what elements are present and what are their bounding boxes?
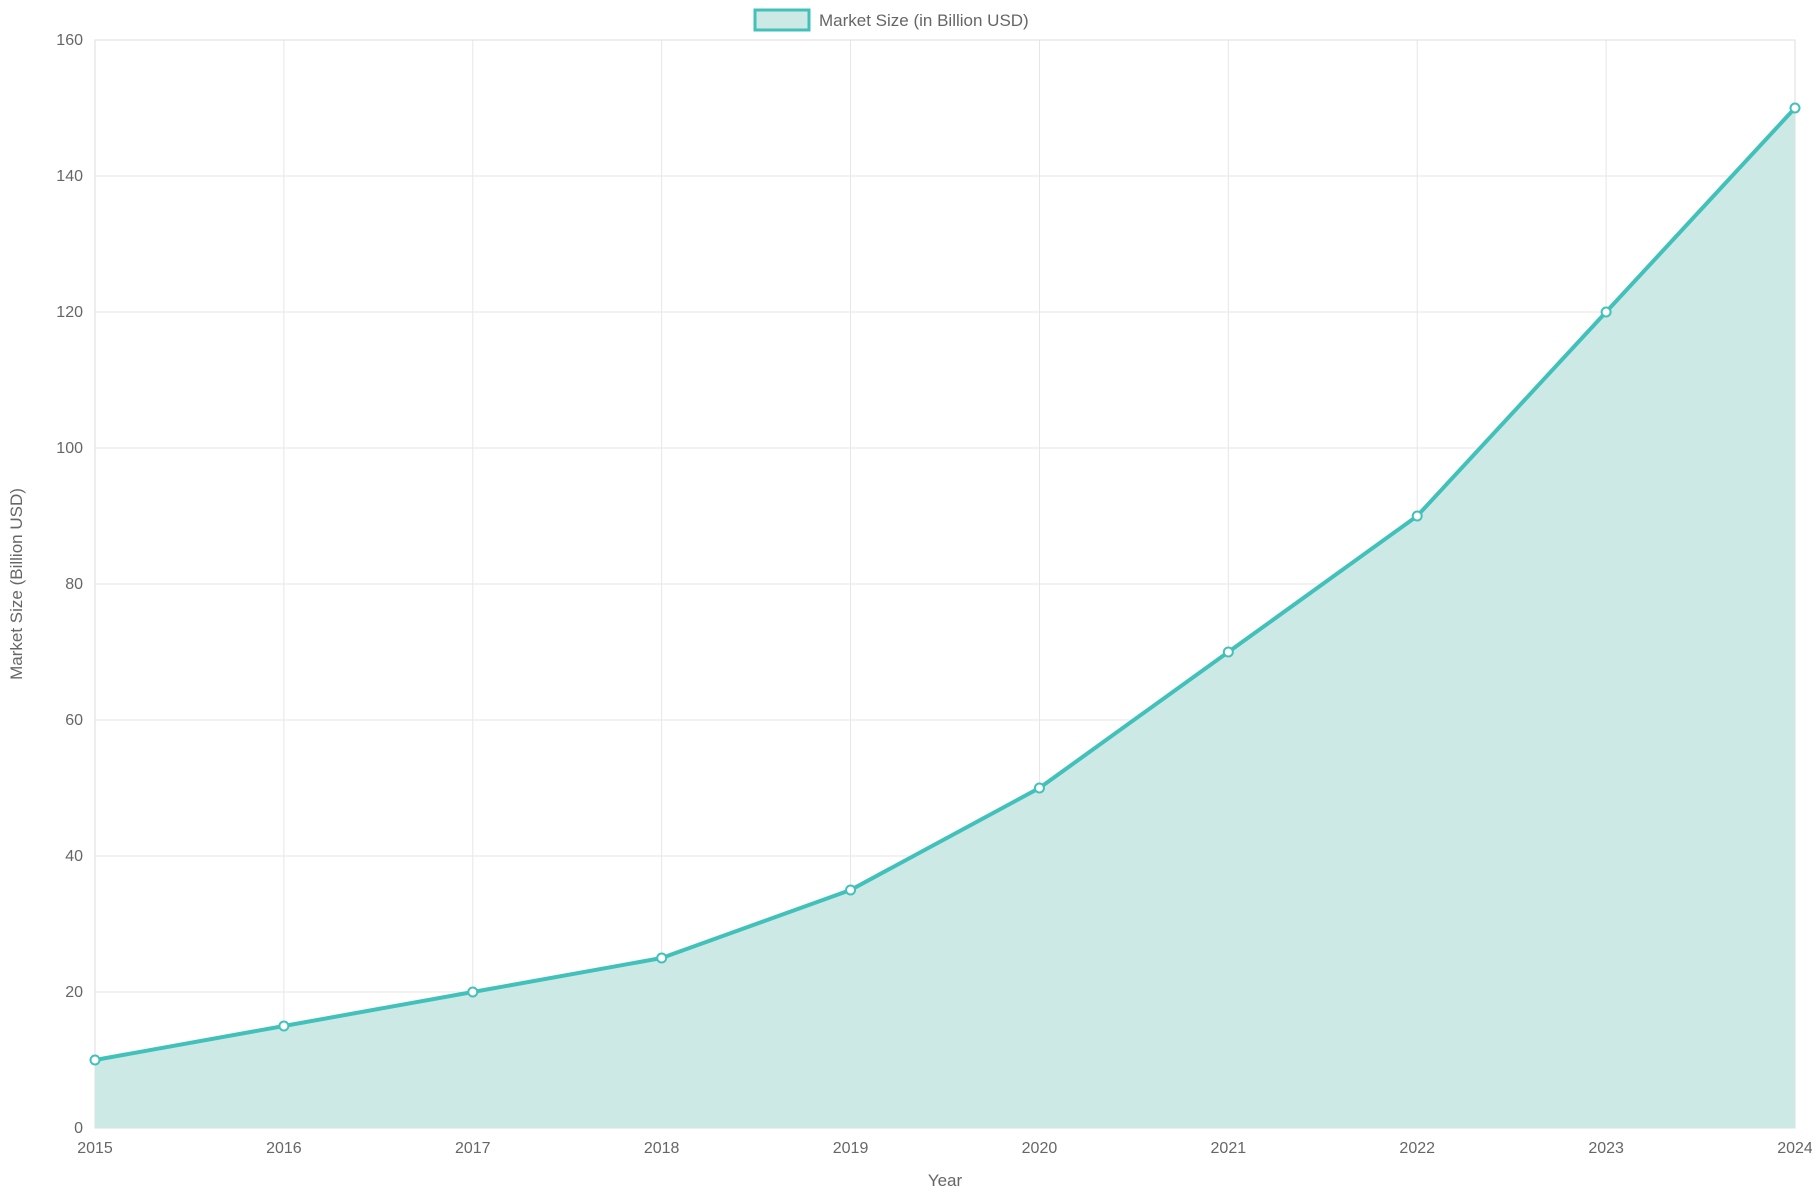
legend-swatch[interactable] [755, 10, 809, 30]
y-tick-label: 20 [65, 984, 83, 1001]
x-tick-label: 2016 [266, 1140, 302, 1157]
y-tick-label: 140 [56, 168, 83, 185]
data-point[interactable] [1413, 512, 1422, 521]
data-point[interactable] [1224, 648, 1233, 657]
x-tick-label: 2022 [1399, 1140, 1435, 1157]
y-tick-label: 60 [65, 712, 83, 729]
x-axis-title: Year [928, 1171, 963, 1188]
x-tick-label: 2024 [1777, 1140, 1812, 1157]
area-chart: 0 20 40 60 80 100 120 140 160 2015 2016 2017 2018 201… [0, 0, 1812, 1188]
y-tick-label: 40 [65, 848, 83, 865]
x-tick-label: 2019 [833, 1140, 869, 1157]
legend-label[interactable]: Market Size (in Billion USD) [819, 11, 1029, 30]
chart-container: 0 20 40 60 80 100 120 140 160 2015 2016 2017 2018 201… [0, 0, 1812, 1188]
y-tick-label: 0 [74, 1120, 83, 1137]
data-point[interactable] [279, 1022, 288, 1031]
data-point[interactable] [1035, 784, 1044, 793]
x-tick-label: 2017 [455, 1140, 491, 1157]
data-point[interactable] [1791, 104, 1800, 113]
x-tick-label: 2015 [77, 1140, 113, 1157]
x-tick-label: 2018 [644, 1140, 680, 1157]
x-tick-label: 2021 [1211, 1140, 1247, 1157]
y-tick-label: 160 [56, 32, 83, 49]
y-axis-title: Market Size (Billion USD) [7, 488, 26, 680]
data-point[interactable] [657, 954, 666, 963]
area-fill [95, 108, 1795, 1128]
x-tick-label: 2020 [1022, 1140, 1058, 1157]
data-point[interactable] [1602, 308, 1611, 317]
data-point[interactable] [468, 988, 477, 997]
y-tick-label: 80 [65, 576, 83, 593]
data-point[interactable] [846, 886, 855, 895]
data-point[interactable] [91, 1056, 100, 1065]
x-tick-label: 2023 [1588, 1140, 1624, 1157]
y-tick-label: 100 [56, 440, 83, 457]
y-tick-label: 120 [56, 304, 83, 321]
